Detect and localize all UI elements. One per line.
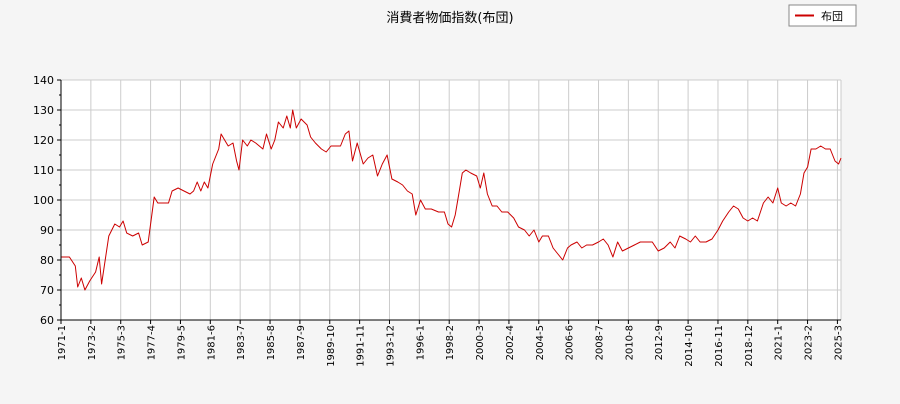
y-tick-label: 120 xyxy=(33,134,54,147)
x-tick-label: 1991-11 xyxy=(356,325,367,367)
x-tick-label: 1977-4 xyxy=(147,325,158,360)
y-tick-label: 130 xyxy=(33,104,54,117)
x-tick-label: 2014-10 xyxy=(684,325,695,367)
x-tick-label: 2021-1 xyxy=(774,325,785,360)
x-tick-label: 2008-7 xyxy=(595,325,606,360)
x-tick-label: 1973-2 xyxy=(87,325,98,360)
legend-box xyxy=(788,4,857,27)
x-tick-label: 2006-6 xyxy=(565,325,576,360)
legend-label: 布団 xyxy=(821,10,843,23)
y-axis: 60 70 80 90 100 110 120 130 140 xyxy=(33,74,62,327)
y-tick-label: 100 xyxy=(33,194,54,207)
x-tick-label: 2018-12 xyxy=(744,325,755,367)
x-tick-label: 1985-8 xyxy=(266,325,277,360)
x-tick-label: 1975-3 xyxy=(117,325,128,360)
y-tick-label: 80 xyxy=(40,254,54,267)
x-tick-label: 1987-9 xyxy=(296,325,307,360)
x-tick-label: 2002-4 xyxy=(505,325,516,360)
y-tick-label: 60 xyxy=(40,314,54,327)
y-tick-label: 90 xyxy=(40,224,54,237)
x-axis: 1971-1 1973-2 1975-3 1977-4 1979-5 1981-6 1983… xyxy=(57,319,844,367)
grid-lines xyxy=(60,79,842,320)
x-tick-label: 1998-2 xyxy=(445,325,456,360)
x-tick-label: 1983-7 xyxy=(236,325,247,360)
chart-title: 消費者物価指数(布団) xyxy=(386,11,513,26)
x-tick-label: 1989-10 xyxy=(326,325,337,367)
x-tick-label: 2025-3 xyxy=(833,325,844,360)
x-tick-label: 1993-12 xyxy=(385,325,396,367)
x-tick-label: 1981-6 xyxy=(206,325,217,360)
y-tick-label: 70 xyxy=(40,284,54,297)
x-tick-label: 2010-8 xyxy=(624,325,635,360)
y-tick-label: 140 xyxy=(33,74,54,87)
legend: 布団 xyxy=(788,4,857,27)
x-tick-label: 2000-3 xyxy=(475,325,486,360)
x-tick-label: 2023-2 xyxy=(804,325,815,360)
x-tick-label: 2016-11 xyxy=(714,325,725,367)
x-tick-label: 1979-5 xyxy=(176,325,187,360)
series-line xyxy=(61,109,842,291)
x-tick-label: 1996-1 xyxy=(415,325,426,360)
y-tick-label: 110 xyxy=(33,164,54,177)
x-tick-label: 2004-5 xyxy=(535,325,546,360)
series-group xyxy=(61,109,842,291)
x-tick-label: 2012-9 xyxy=(654,325,665,360)
x-tick-label: 1971-1 xyxy=(57,325,68,360)
